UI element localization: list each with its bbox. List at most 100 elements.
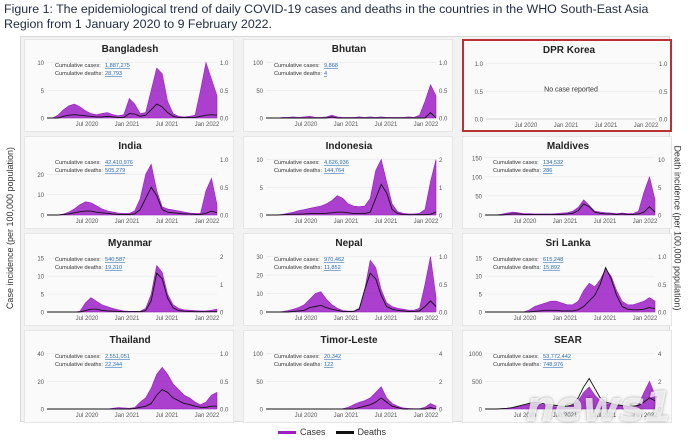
x-tick-label: Jan 2022 [414, 413, 439, 419]
y2-tick-label: 0.5 [439, 89, 448, 95]
y2-tick-label: 0.0 [439, 311, 448, 317]
x-tick-label: Jan 2021 [115, 316, 140, 322]
cumulative-deaths-label: Cumulative deaths: [55, 168, 103, 174]
panel-title-myanmar: Myanmar [108, 238, 152, 249]
deaths-line [47, 103, 218, 119]
cumulative-cases-value: 4,626,936 [324, 160, 349, 166]
cases-area [266, 83, 437, 119]
country-panel: Timor-Leste 0 50 100 0 2 4 Jul 2020 Jan 2021 Jul … [243, 330, 453, 423]
x-tick-label: Jul 2020 [76, 219, 99, 225]
x-tick-label: Jan 2021 [115, 122, 140, 128]
y2-tick-label: 1 [439, 186, 443, 192]
cumulative-deaths-label: Cumulative deaths: [274, 265, 322, 271]
x-tick-label: Jul 2020 [76, 316, 99, 322]
cases-area [485, 268, 656, 313]
y-tick-label: 20 [37, 380, 44, 386]
cumulative-cases-label: Cumulative cases: [274, 257, 320, 263]
y2-tick-label: 1.0 [220, 158, 229, 164]
y-tick-label: 0 [260, 311, 264, 317]
panel-title-timor-leste: Timor-Leste [320, 335, 377, 346]
legend: Cases Deaths [268, 426, 386, 438]
cumulative-deaths-label: Cumulative deaths: [274, 168, 322, 174]
panel-title-sri-lanka: Sri Lanka [545, 238, 590, 249]
y-axis-right-label-container: Death incidence (per 100,000 population) [668, 36, 688, 420]
panel-chart: India 0 10 20 0.0 0.5 1.0 Jul 2020 Jan 2021 Jul 2… [37, 141, 229, 225]
y-axis-left-label: Case incidence (per 100,000 population) [5, 146, 15, 310]
cumulative-cases-label: Cumulative cases: [493, 257, 539, 263]
panel-chart: Sri Lanka 0 5 10 15 0.0 0.5 1.0 Jul 2020 Jan 2021… [475, 238, 667, 322]
panel-title-maldives: Maldives [547, 141, 590, 152]
cases-area [266, 386, 437, 410]
x-tick-label: Jan 2021 [334, 413, 359, 419]
cumulative-deaths-label: Cumulative deaths: [274, 362, 322, 368]
y-axis-right-label: Death incidence (per 100,000 population) [673, 145, 683, 311]
y-tick-label: 0 [479, 214, 483, 220]
y-tick-label: 0.0 [475, 118, 484, 124]
y-tick-label: 30 [256, 255, 263, 261]
y-tick-label: 10 [37, 275, 44, 281]
y-tick-label: 100 [253, 352, 264, 358]
y2-tick-label: 0 [439, 214, 443, 220]
y2-tick-label: 1.0 [439, 255, 448, 261]
x-tick-label: Jul 2021 [156, 122, 179, 128]
cumulative-cases-value: 615,248 [543, 257, 563, 263]
cumulative-deaths-value: 11,852 [324, 265, 341, 271]
deaths-line [266, 183, 437, 216]
cumulative-cases-value: 20,342 [324, 354, 341, 360]
cases-area [485, 175, 656, 216]
y2-tick-label: 0.0 [220, 214, 229, 220]
x-tick-label: Jul 2021 [594, 413, 617, 419]
deaths-line [47, 272, 217, 313]
country-panel: Bhutan 0 50 100 0.0 0.5 1.0 Jul 2020 Jan 2021 Jul… [243, 39, 453, 132]
x-tick-label: Jan 2022 [195, 316, 220, 322]
y-tick-label: 10 [256, 292, 263, 298]
cumulative-deaths-label: Cumulative deaths: [55, 265, 103, 271]
x-tick-label: Jan 2022 [633, 413, 658, 419]
y-tick-label: 20 [37, 173, 44, 179]
y2-tick-label: 4 [658, 352, 662, 358]
y-tick-label: 50 [256, 89, 263, 95]
panel-title-nepal: Nepal [335, 238, 362, 249]
cases-area [47, 163, 218, 216]
cases-area [266, 158, 437, 216]
cases-area [47, 264, 218, 313]
y-tick-label: 0 [479, 311, 483, 317]
x-tick-label: Jan 2022 [414, 122, 439, 128]
panel-chart: Myanmar 0 5 10 15 0 1 2 Jul 2020 Jan 2021 Jul 2021… [37, 238, 224, 322]
y-tick-label: 15 [475, 257, 482, 263]
x-tick-label: Jan 2021 [553, 316, 578, 322]
y-tick-label: 150 [472, 156, 483, 162]
y2-tick-label: 0.0 [220, 408, 229, 414]
cumulative-deaths-value: 28,793 [105, 71, 122, 77]
x-tick-label: Jan 2022 [195, 122, 220, 128]
y2-tick-label: 0 [658, 408, 662, 414]
y2-tick-label: 1.0 [220, 352, 229, 358]
cumulative-deaths-label: Cumulative deaths: [274, 71, 322, 77]
small-multiples-grid: Bangladesh 0 5 10 0.0 0.5 1.0 Jul 2020 Jan 2021 J… [20, 36, 672, 423]
y-tick-label: 0.5 [475, 90, 484, 96]
y-tick-label: 0 [479, 408, 483, 414]
cumulative-cases-label: Cumulative cases: [493, 160, 539, 166]
x-tick-label: Jan 2022 [195, 219, 220, 225]
panel-chart: Timor-Leste 0 50 100 0 2 4 Jul 2020 Jan 2021 Jul … [253, 335, 443, 419]
cumulative-cases-label: Cumulative cases: [55, 257, 101, 263]
country-panel: Thailand 0 20 40 0.0 0.5 1.0 Jul 2020 Jan 2021 Ju… [24, 330, 234, 423]
y2-tick-label: 0.5 [439, 283, 448, 289]
x-tick-label: Jul 2021 [156, 219, 179, 225]
x-tick-label: Jul 2021 [156, 316, 179, 322]
cumulative-cases-value: 42,410,976 [105, 160, 133, 166]
x-tick-label: Jul 2020 [514, 219, 537, 225]
deaths-line [47, 186, 218, 216]
x-tick-label: Jan 2022 [414, 316, 439, 322]
x-tick-label: Jan 2021 [334, 122, 359, 128]
x-tick-label: Jul 2021 [595, 123, 618, 129]
y-tick-label: 0 [260, 214, 264, 220]
y2-tick-label: 0.0 [439, 117, 448, 123]
x-tick-label: Jan 2022 [633, 219, 658, 225]
y-tick-label: 100 [253, 61, 264, 67]
y-tick-label: 40 [37, 352, 44, 358]
deaths-line [485, 377, 656, 410]
x-tick-label: Jul 2020 [295, 219, 318, 225]
x-tick-label: Jan 2022 [195, 413, 220, 419]
y-tick-label: 0 [260, 117, 264, 123]
